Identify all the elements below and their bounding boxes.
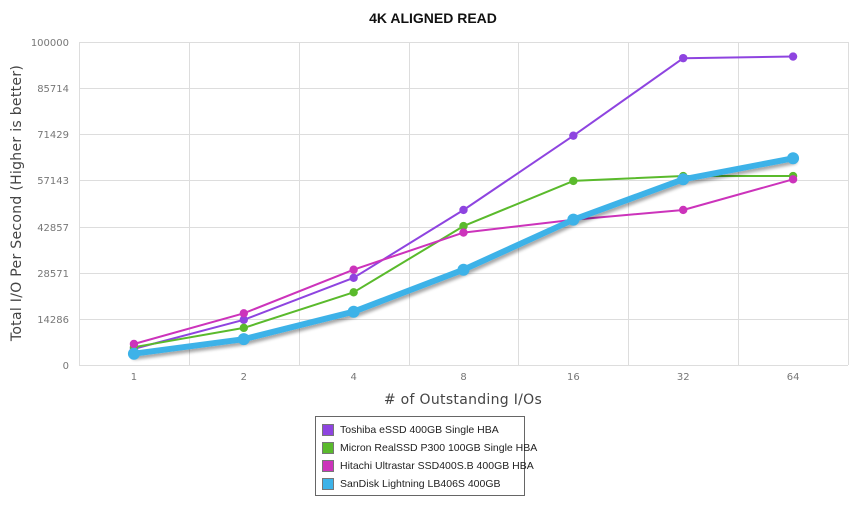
data-point xyxy=(127,347,140,360)
y-tick-label: 14286 xyxy=(37,315,69,326)
series-lines xyxy=(127,52,800,360)
data-point xyxy=(679,53,688,63)
data-point xyxy=(349,273,358,282)
data-point xyxy=(569,131,578,140)
data-point xyxy=(349,288,358,297)
data-point xyxy=(239,309,248,318)
data-point xyxy=(237,333,250,346)
legend-swatch-icon xyxy=(322,460,334,472)
gridlines xyxy=(79,42,849,366)
tick-labels: 0 14286 28571 42857 57143 71429 85714 100000 1 2 4… xyxy=(31,38,800,383)
legend-label: Toshiba eSSD 400GB Single HBA xyxy=(340,424,499,436)
x-tick-label: 4 xyxy=(350,372,356,383)
x-tick-label: 8 xyxy=(460,372,466,383)
series-line xyxy=(130,155,797,357)
legend-swatch-icon xyxy=(322,424,334,436)
series-line xyxy=(132,175,795,349)
y-tick-label: 100000 xyxy=(31,38,69,49)
data-point xyxy=(567,213,580,226)
legend-item-hitachi: Hitachi Ultrastar SSD400S.B 400GB HBA xyxy=(322,457,534,475)
legend-label: Hitachi Ultrastar SSD400S.B 400GB HBA xyxy=(340,460,534,472)
data-point xyxy=(347,305,360,318)
data-point xyxy=(239,323,248,333)
data-point xyxy=(349,265,358,274)
legend-swatch-icon xyxy=(322,478,334,490)
y-axis-title: Total I/O Per Second (Higher is better) xyxy=(9,65,25,342)
data-point xyxy=(459,205,468,215)
legend-item-toshiba: Toshiba eSSD 400GB Single HBA xyxy=(322,421,518,439)
data-point xyxy=(457,263,470,276)
legend: Toshiba eSSD 400GB Single HBA Micron Rea… xyxy=(315,416,537,496)
series-0 xyxy=(129,52,798,354)
data-point xyxy=(788,175,798,184)
series-line xyxy=(132,55,795,350)
data-point xyxy=(129,339,139,349)
legend-swatch-icon xyxy=(322,442,334,454)
y-tick-label: 42857 xyxy=(37,223,69,234)
data-point xyxy=(459,221,468,231)
data-point xyxy=(569,176,578,186)
x-axis-title: # of Outstanding I/Os xyxy=(384,392,542,408)
y-tick-label: 85714 xyxy=(37,84,69,95)
legend-item-micron: Micron RealSSD P300 100GB Single HBA xyxy=(322,439,537,457)
data-point xyxy=(787,152,800,165)
x-tick-label: 1 xyxy=(131,372,137,383)
y-tick-label: 71429 xyxy=(37,130,69,141)
legend-label: Micron RealSSD P300 100GB Single HBA xyxy=(340,442,538,454)
legend-label: SanDisk Lightning LB406S 400GB xyxy=(340,478,501,490)
x-tick-label: 32 xyxy=(677,372,690,383)
data-point xyxy=(459,228,468,237)
y-tick-label: 0 xyxy=(63,361,69,372)
x-tick-label: 16 xyxy=(567,372,580,383)
legend-item-sandisk: SanDisk Lightning LB406S 400GB xyxy=(322,475,518,493)
series-2 xyxy=(129,175,798,349)
series-3 xyxy=(127,152,800,360)
data-point xyxy=(788,52,798,61)
data-point xyxy=(239,315,248,324)
chart-title: 4K ALIGNED READ xyxy=(369,10,497,26)
x-tick-label: 2 xyxy=(241,372,247,383)
data-point xyxy=(679,205,688,215)
y-tick-label: 57143 xyxy=(37,176,69,187)
data-point xyxy=(677,173,690,186)
x-tick-label: 64 xyxy=(787,372,800,383)
y-tick-label: 28571 xyxy=(37,269,69,280)
